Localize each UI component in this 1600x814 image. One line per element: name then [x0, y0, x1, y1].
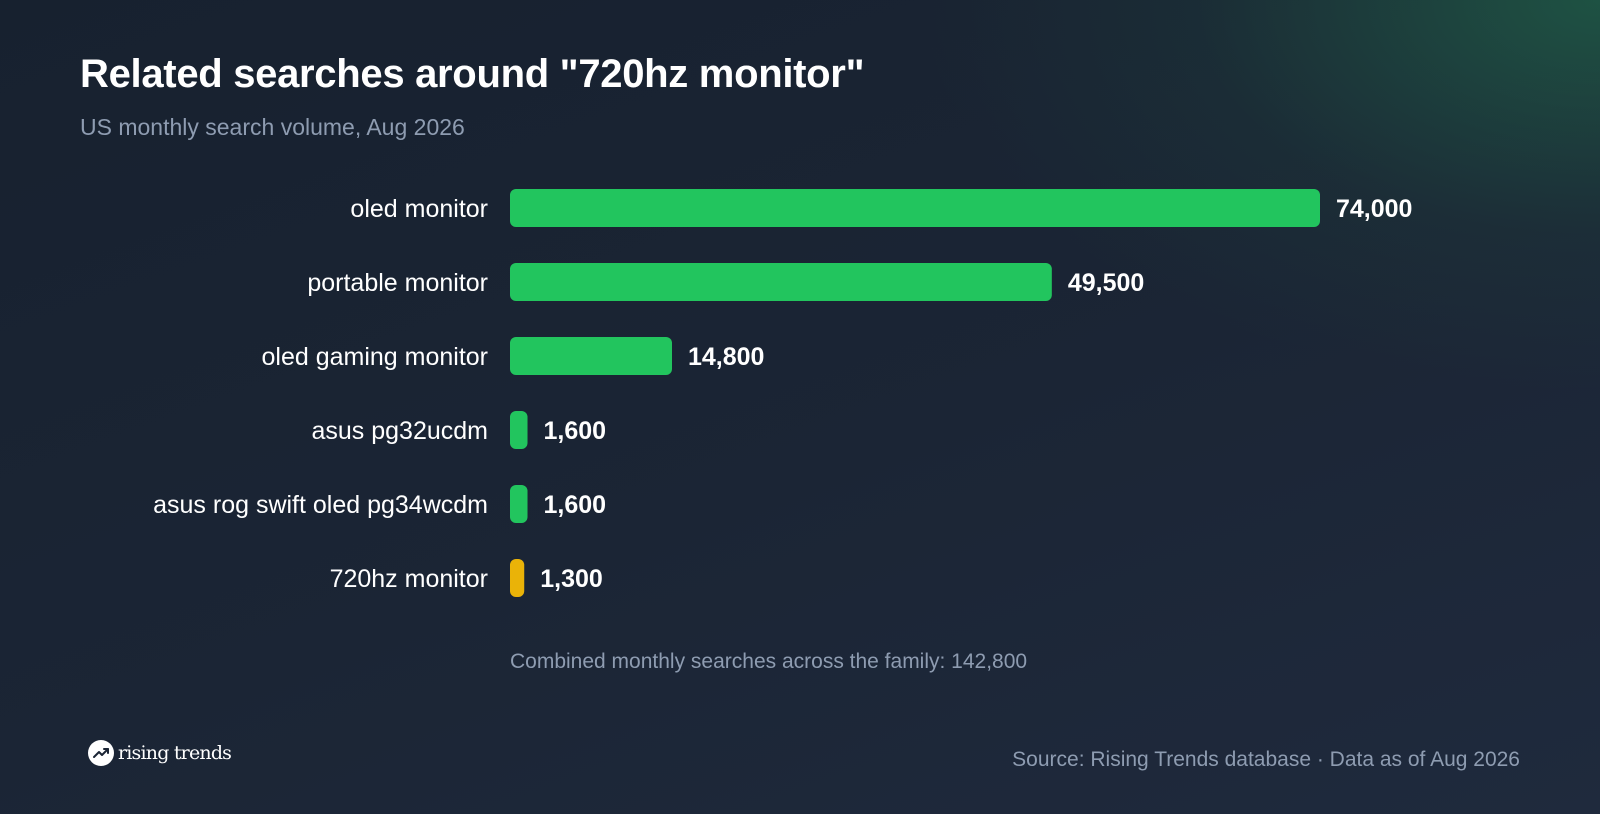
category-label-oled-gaming-monitor: oled gaming monitor: [261, 343, 488, 371]
value-label-asus-rog-swift-oled-pg34wcdm: 1,600: [544, 491, 607, 519]
category-label-portable-monitor: portable monitor: [307, 269, 488, 297]
source-note: Source: Rising Trends database · Data as…: [1012, 748, 1520, 771]
category-label-oled-monitor: oled monitor: [350, 195, 488, 223]
value-label-oled-monitor: 74,000: [1336, 195, 1412, 223]
category-label-asus-rog-swift-oled-pg34wcdm: asus rog swift oled pg34wcdm: [153, 491, 488, 519]
chart-title: Related searches around "720hz monitor": [80, 52, 865, 96]
bar-chart: oled monitor 74,000 portable monitor 49,500…: [153, 189, 1412, 597]
bar-portable-monitor: [510, 263, 1052, 301]
combined-total-note: Combined monthly searches across the fam…: [510, 650, 1028, 673]
category-label-720hz-monitor: 720hz monitor: [330, 565, 488, 593]
value-label-oled-gaming-monitor: 14,800: [688, 343, 764, 371]
bar-oled-monitor: [510, 189, 1320, 227]
chart-subtitle: US monthly search volume, Aug 2026: [80, 114, 465, 140]
value-label-720hz-monitor: 1,300: [540, 565, 603, 593]
brand-name: rising trends: [118, 742, 232, 764]
category-label-asus-pg32ucdm: asus pg32ucdm: [311, 417, 488, 445]
value-label-asus-pg32ucdm: 1,600: [544, 417, 607, 445]
bar-asus-pg32ucdm: [510, 411, 528, 449]
trending-up-icon: [88, 740, 114, 766]
bar-oled-gaming-monitor: [510, 337, 672, 375]
value-label-portable-monitor: 49,500: [1068, 269, 1144, 297]
bar-asus-rog-swift-oled-pg34wcdm: [510, 485, 528, 523]
brand-logo: rising trends: [88, 740, 232, 766]
bar-720hz-monitor: [510, 559, 525, 597]
